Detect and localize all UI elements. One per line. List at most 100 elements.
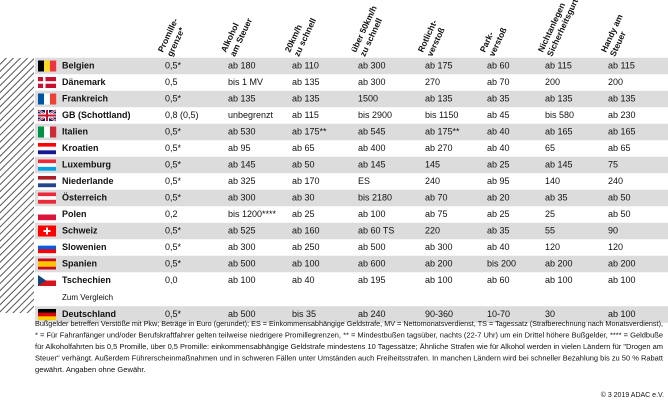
cell: 75 — [608, 159, 618, 169]
flag — [38, 126, 57, 138]
flag-part — [38, 309, 56, 313]
flag — [38, 225, 56, 237]
flag-part — [50, 126, 57, 138]
cell: ab 35 — [545, 192, 568, 202]
cell: bis 2900 — [358, 110, 392, 120]
hatch — [0, 58, 34, 313]
cell: 0,5* — [165, 309, 182, 319]
cell: ab 95 — [228, 143, 251, 153]
flag-part — [38, 114, 56, 117]
cell: 0,5* — [165, 60, 182, 70]
cell: 120 — [545, 242, 560, 252]
flag-part — [38, 214, 56, 221]
flag-part — [38, 176, 56, 180]
flag — [38, 242, 56, 254]
flag-part — [44, 60, 51, 72]
cell: ab 100 — [228, 275, 256, 285]
cell: unbegrenzt — [228, 110, 274, 120]
cell: ab 600 — [358, 258, 386, 268]
row-stripe — [35, 255, 668, 273]
column-header: über 50km/hzu schnell — [349, 4, 388, 58]
cell: bis 1150 — [425, 110, 458, 120]
cell: 140 — [545, 176, 560, 186]
cell: ab 40 — [487, 143, 510, 153]
country: Tschechien — [62, 275, 111, 285]
cell: ES — [358, 176, 370, 186]
cell: 65 — [545, 143, 555, 153]
flag — [38, 176, 56, 188]
cell: ab 145 — [228, 159, 256, 169]
cell: ab 115 — [608, 60, 635, 70]
country: Italien — [62, 126, 88, 136]
country: Österreich — [62, 192, 107, 202]
cell: 0,5* — [165, 258, 182, 268]
cell: ab 135 — [292, 93, 320, 103]
country: Dänemark — [62, 77, 107, 87]
cell: ab 300 — [358, 77, 386, 87]
cell: bis 200 — [487, 258, 516, 268]
cell: ab 145 — [545, 159, 573, 169]
cell: ab 40 — [292, 275, 315, 285]
footnote-line: Steuer" verhängt. Außerdem Führerscheinm… — [35, 354, 664, 363]
flag — [38, 275, 56, 286]
column-header: NichtanlegenSicherheitsgurt — [536, 0, 581, 58]
column-header: Park-verstoß — [478, 22, 509, 58]
cell: ab 160 — [292, 225, 320, 235]
cell: 10-70 — [487, 309, 510, 319]
cell: 0,5* — [165, 93, 182, 103]
country: Polen — [62, 209, 87, 219]
cell: 240 — [425, 176, 440, 186]
flag-part — [38, 280, 56, 286]
cell: 240 — [608, 176, 623, 186]
cell: ab 300 — [228, 242, 256, 252]
cell: ab 300 — [228, 192, 256, 202]
flag — [38, 60, 57, 72]
cell: ab 135 — [545, 93, 573, 103]
cell: ab 75 — [425, 209, 448, 219]
flag-part — [38, 199, 56, 204]
cell: ab 30 — [292, 192, 315, 202]
footnote-line: * = Für Fahranfänger und/oder Berufskraf… — [35, 331, 663, 340]
cell: ab 135 — [608, 93, 636, 103]
cell: 90-360 — [425, 309, 453, 319]
cell: ab 115 — [545, 60, 572, 70]
flag-part — [38, 150, 56, 155]
cell: 0,5* — [165, 176, 182, 186]
cell: ab 40 — [487, 126, 510, 136]
cell: 220 — [425, 225, 440, 235]
cell: 1500 — [358, 93, 378, 103]
cell: ab 65 — [608, 143, 631, 153]
cell: ab 65 — [292, 143, 315, 153]
row-stripe — [35, 156, 668, 174]
cell: ab 100 — [545, 275, 573, 285]
cell: ab 200 — [608, 258, 636, 268]
flag-part — [38, 242, 56, 246]
cell: 0,0 — [165, 275, 178, 285]
country: Frankreich — [62, 93, 108, 103]
flag-part — [50, 93, 57, 105]
cell: ab 500 — [228, 309, 256, 319]
flag-part — [38, 183, 56, 188]
cell: 120 — [608, 242, 623, 252]
flag-part — [43, 230, 51, 232]
column-header: Promille-grenze* — [156, 16, 190, 58]
flag — [38, 192, 56, 204]
flag-part — [44, 93, 51, 105]
cell: ab 195 — [358, 275, 386, 285]
cell: ab 100 — [292, 258, 320, 268]
country: Luxemburg — [62, 159, 111, 169]
cell: ab 300 — [425, 242, 453, 252]
cell: ab 95 — [487, 176, 510, 186]
cell: ab 135 — [425, 93, 453, 103]
cell: 25 — [545, 209, 555, 219]
cell: ab 35 — [487, 225, 510, 235]
cell: 200 — [608, 77, 623, 87]
cell: ab 500 — [228, 258, 256, 268]
cell: ab 45 — [487, 110, 510, 120]
flag-part — [38, 159, 56, 164]
cell: 0,5 — [165, 77, 178, 87]
cell: ab 230 — [608, 110, 636, 120]
flag-part — [38, 275, 46, 286]
flag — [38, 159, 56, 171]
